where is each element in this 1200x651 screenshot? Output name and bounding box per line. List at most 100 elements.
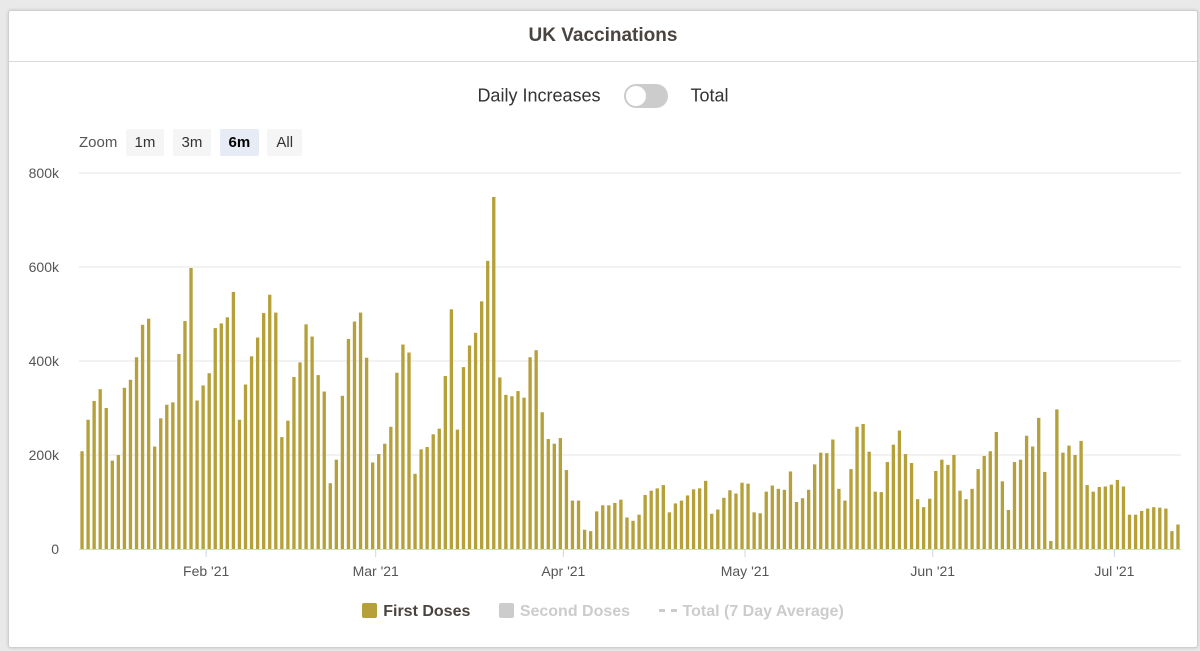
bar [673, 503, 678, 549]
legend-second-doses[interactable]: Second Doses [498, 603, 630, 621]
bar [146, 318, 151, 549]
bar [522, 397, 526, 549]
y-tick-label: 400k [29, 353, 60, 369]
bar [1103, 486, 1107, 549]
bar [782, 489, 787, 549]
bar [237, 419, 242, 549]
bar [1024, 435, 1029, 549]
bar [431, 434, 435, 549]
bar [940, 459, 944, 549]
bar [364, 357, 369, 549]
bar [776, 488, 781, 549]
bar [734, 493, 738, 549]
bar [1127, 514, 1132, 549]
bar [915, 499, 920, 549]
bar [340, 395, 345, 549]
bar [370, 462, 375, 549]
bar [934, 470, 938, 549]
bar [691, 489, 696, 549]
y-tick-label: 0 [51, 541, 59, 557]
zoom-6m-button[interactable]: 6m [219, 129, 260, 156]
bar [806, 489, 811, 549]
bar [825, 453, 829, 549]
bar [389, 426, 393, 549]
bar [274, 312, 278, 549]
bar [1170, 531, 1174, 549]
bar [746, 483, 750, 549]
bar [298, 362, 302, 549]
bar [140, 324, 145, 549]
x-tick-label: Apr '21 [541, 563, 585, 579]
zoom-3m-button[interactable]: 3m [172, 129, 212, 156]
daily-total-toggle[interactable] [623, 84, 668, 108]
x-tick-label: Jun '21 [910, 563, 955, 579]
bar [510, 396, 514, 549]
bar [358, 312, 363, 549]
bar [637, 514, 641, 549]
bar [1097, 486, 1101, 549]
bar [976, 469, 980, 549]
bar [328, 483, 332, 549]
bar [122, 387, 127, 549]
bar [322, 391, 326, 549]
bar [540, 412, 544, 549]
bar [625, 517, 629, 549]
bar [159, 418, 163, 549]
bar [921, 507, 926, 549]
bar [861, 423, 865, 549]
bar [1152, 507, 1156, 549]
bar [970, 488, 974, 549]
bar [231, 291, 236, 549]
bar [334, 459, 339, 549]
bar [867, 451, 871, 549]
bar [988, 451, 992, 549]
bar [110, 460, 114, 549]
bar [395, 372, 399, 549]
bar [1164, 508, 1168, 549]
legend-total-average[interactable]: Total (7 Day Average) [658, 603, 844, 621]
bar [752, 512, 756, 549]
bar [98, 389, 102, 549]
bar [486, 260, 490, 549]
bar [964, 499, 968, 549]
bar [1073, 455, 1077, 549]
y-tick-label: 600k [29, 259, 60, 275]
bar [195, 400, 199, 549]
bar [1055, 409, 1059, 549]
bar [116, 455, 121, 549]
bar [819, 452, 823, 549]
zoom-label: Zoom [79, 134, 118, 151]
dashed-line-icon [658, 609, 677, 612]
bar [104, 408, 108, 549]
bar [613, 502, 617, 549]
bar [710, 513, 714, 549]
bar [443, 376, 447, 549]
bar [201, 385, 205, 549]
zoom-1m-button[interactable]: 1m [125, 129, 165, 156]
bar [831, 439, 835, 549]
bar [909, 462, 914, 549]
bar [492, 196, 496, 549]
legend-first-doses[interactable]: First Doses [362, 603, 470, 621]
legend-total-average-label: Total (7 Day Average) [682, 603, 844, 620]
bar [704, 480, 708, 549]
bar [813, 464, 817, 549]
bar [504, 394, 508, 549]
bar [213, 328, 217, 549]
bar [243, 384, 248, 549]
bar [455, 429, 460, 549]
bar [1121, 486, 1126, 549]
bar [631, 520, 635, 549]
bar [268, 294, 272, 549]
bar [667, 512, 672, 549]
y-tick-label: 200k [29, 447, 60, 463]
bar [249, 356, 254, 549]
bar [994, 431, 998, 549]
bar [407, 352, 411, 549]
bar [449, 309, 454, 549]
vaccination-bar-chart: 0 200k 400k 600k 800k Feb '21 Mar '21 Apr '21 Ma… [29, 165, 1181, 579]
zoom-all-button[interactable]: All [267, 129, 303, 156]
bar [498, 377, 502, 549]
bar [595, 511, 599, 549]
bar [346, 338, 351, 549]
